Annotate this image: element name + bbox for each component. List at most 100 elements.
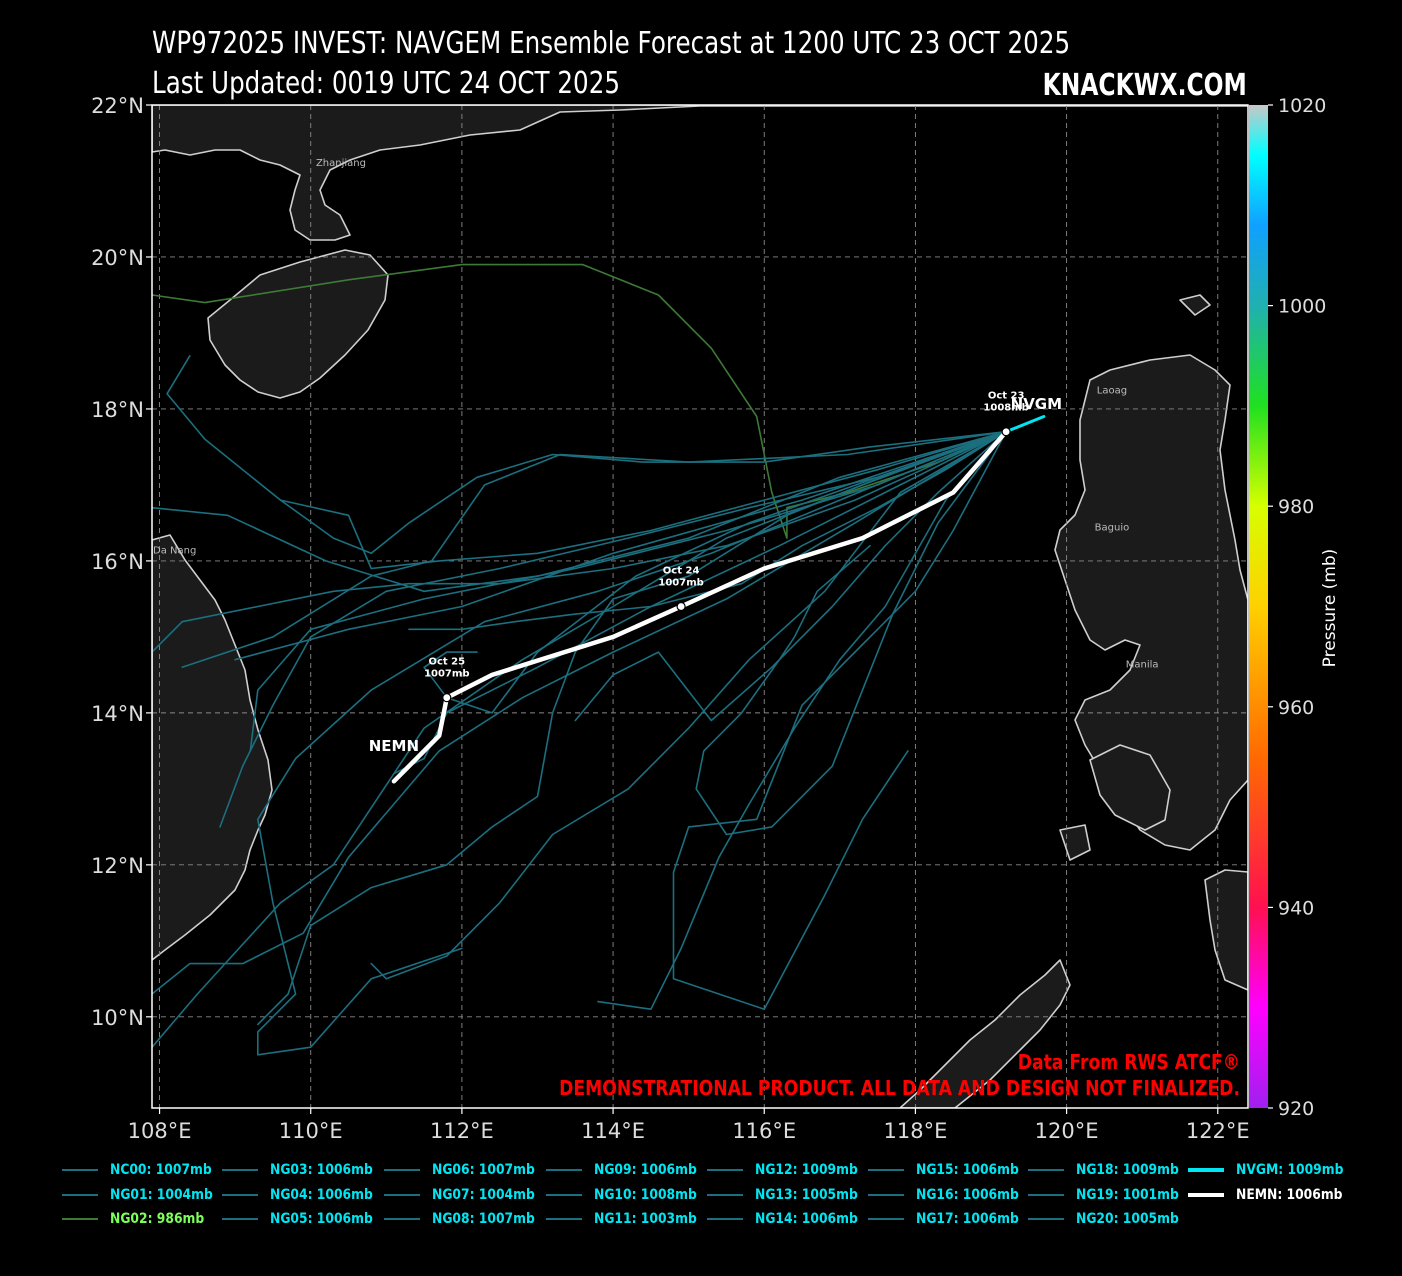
legend-item[interactable]: NG19: 1001mb xyxy=(1028,1184,1197,1206)
legend-label: NG07: 1004mb xyxy=(432,1187,535,1203)
legend-swatch xyxy=(868,1169,904,1171)
legend-item[interactable]: NG08: 1007mb xyxy=(384,1208,553,1230)
legend-swatch xyxy=(868,1194,904,1196)
legend-swatch xyxy=(62,1169,98,1171)
legend-item[interactable]: NG11: 1003mb xyxy=(546,1208,715,1230)
lon-tick-label: 120°E xyxy=(1035,1119,1099,1143)
place-label: Da Nang xyxy=(153,545,196,556)
legend-label: NG03: 1006mb xyxy=(270,1162,373,1178)
lat-tick-label: 14°N xyxy=(91,702,144,726)
legend-item[interactable]: NG12: 1009mb xyxy=(707,1159,876,1181)
legend-label: NG19: 1001mb xyxy=(1076,1187,1179,1203)
legend-item[interactable]: NEMN: 1006mb xyxy=(1188,1184,1361,1206)
legend-swatch xyxy=(707,1169,743,1171)
grid-lines xyxy=(152,105,1248,1108)
track-line xyxy=(672,430,1007,1010)
legend-label: NVGM: 1009mb xyxy=(1236,1162,1344,1178)
legend-label: NG18: 1009mb xyxy=(1076,1162,1179,1178)
place-labels: Zhanjiang Da Nang Laoag Baguio Manila xyxy=(153,158,1159,671)
legend-item[interactable]: NG18: 1009mb xyxy=(1028,1159,1197,1181)
last-updated: Last Updated: 0019 UTC 24 OCT 2025 xyxy=(152,66,621,101)
legend-label: NG14: 1006mb xyxy=(755,1211,858,1227)
colorbar-tick-label: 1020 xyxy=(1278,95,1326,117)
track-line xyxy=(423,430,1007,714)
legend-item[interactable]: NG05: 1006mb xyxy=(222,1208,391,1230)
islet xyxy=(1059,824,1091,861)
legend-item[interactable]: NG10: 1008mb xyxy=(546,1184,715,1206)
land-layer xyxy=(152,105,1248,1108)
legend-item[interactable]: NG20: 1005mb xyxy=(1028,1208,1197,1230)
annotation-date: Oct 23 xyxy=(988,391,1025,402)
legend-label: NG10: 1008mb xyxy=(594,1187,697,1203)
legend-item[interactable]: NG17: 1006mb xyxy=(868,1208,1037,1230)
track-line xyxy=(391,429,1009,784)
colorbar-tick-label: 980 xyxy=(1278,496,1314,518)
ensemble-tracks xyxy=(152,263,1046,1056)
china-coast-land xyxy=(152,105,1248,241)
brand-logo[interactable]: KNACKWX.COM xyxy=(1042,68,1247,103)
legend-label: NC00: 1007mb xyxy=(110,1162,212,1178)
lon-tick-label: 110°E xyxy=(279,1119,343,1143)
lon-tick-label: 116°E xyxy=(732,1119,796,1143)
lat-tick-label: 20°N xyxy=(91,246,144,270)
chart-title: WP972025 INVEST: NAVGEM Ensemble Forecas… xyxy=(152,26,1071,61)
legend-swatch xyxy=(384,1169,420,1171)
legend-item[interactable]: NG07: 1004mb xyxy=(384,1184,553,1206)
legend-item[interactable]: NVGM: 1009mb xyxy=(1188,1159,1362,1181)
legend-item[interactable]: NG02: 986mb xyxy=(62,1208,221,1230)
legend-item[interactable]: NG13: 1005mb xyxy=(707,1184,876,1206)
place-label: Zhanjiang xyxy=(316,158,366,169)
legend-label: NG13: 1005mb xyxy=(755,1187,858,1203)
legend-item[interactable]: NG03: 1006mb xyxy=(222,1159,391,1181)
track-point xyxy=(442,693,452,703)
legend-item[interactable]: NG01: 1004mb xyxy=(62,1184,231,1206)
legend-label: NG16: 1006mb xyxy=(916,1187,1019,1203)
legend-swatch xyxy=(62,1218,98,1220)
legend-swatch xyxy=(1028,1194,1064,1196)
track-line xyxy=(166,355,1007,570)
pressure-colorbar xyxy=(1249,105,1268,1108)
lon-tick-label: 108°E xyxy=(128,1119,192,1143)
track-line xyxy=(279,430,1007,555)
legend-swatch xyxy=(62,1194,98,1196)
place-label: Baguio xyxy=(1095,523,1130,534)
place-label: Laoag xyxy=(1097,386,1127,397)
legend-swatch xyxy=(222,1218,258,1220)
disclaimer-text: DEMONSTRATIONAL PRODUCT. ALL DATA AND DE… xyxy=(559,1078,1240,1101)
track-line xyxy=(257,430,1007,1056)
legend-label: NG11: 1003mb xyxy=(594,1211,697,1227)
legend-label: NG20: 1005mb xyxy=(1076,1211,1179,1227)
track-line xyxy=(370,430,1007,980)
legend-label: NG15: 1006mb xyxy=(916,1162,1019,1178)
track-point xyxy=(1001,427,1011,437)
legend-label: NG02: 986mb xyxy=(110,1211,205,1227)
legend-swatch xyxy=(707,1218,743,1220)
hainan-land xyxy=(207,249,389,399)
track-name-label: NVGM xyxy=(1011,395,1062,413)
legend-swatch xyxy=(222,1169,258,1171)
annotation-pressure: 1008mb xyxy=(983,403,1028,414)
annotation-pressure: 1007mb xyxy=(658,578,703,589)
place-label: Manila xyxy=(1126,659,1159,670)
legend-swatch xyxy=(222,1194,258,1196)
legend-item[interactable]: NG06: 1007mb xyxy=(384,1159,553,1181)
legend-swatch xyxy=(1188,1193,1224,1197)
track-line xyxy=(234,430,1007,661)
legend-swatch xyxy=(546,1194,582,1196)
legend-item[interactable]: NG04: 1006mb xyxy=(222,1184,391,1206)
legend-item[interactable]: NC00: 1007mb xyxy=(62,1159,230,1181)
track-line xyxy=(408,430,1007,631)
track-name-label: NEMN xyxy=(369,737,419,755)
legend-swatch xyxy=(1028,1218,1064,1220)
legend-item[interactable]: NG15: 1006mb xyxy=(868,1159,1037,1181)
legend-swatch xyxy=(707,1194,743,1196)
annotation-date: Oct 24 xyxy=(663,566,700,577)
legend-item[interactable]: NG14: 1006mb xyxy=(707,1208,876,1230)
legend-label: NG04: 1006mb xyxy=(270,1187,373,1203)
annotation-pressure: 1007mb xyxy=(424,669,469,680)
track-line xyxy=(257,430,1007,1026)
legend-item[interactable]: NG09: 1006mb xyxy=(546,1159,715,1181)
legend-swatch xyxy=(384,1218,420,1220)
legend-label: NG05: 1006mb xyxy=(270,1211,373,1227)
legend-item[interactable]: NG16: 1006mb xyxy=(868,1184,1037,1206)
